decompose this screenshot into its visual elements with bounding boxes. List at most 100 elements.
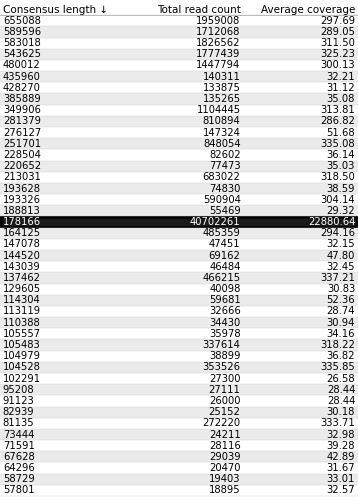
Text: 590904: 590904 bbox=[203, 194, 241, 204]
Bar bbox=[0, 71, 358, 83]
Text: 848054: 848054 bbox=[203, 139, 241, 149]
Text: 133875: 133875 bbox=[203, 83, 241, 93]
Text: 1104445: 1104445 bbox=[197, 105, 241, 115]
Text: 228504: 228504 bbox=[3, 150, 41, 160]
Bar bbox=[0, 4, 358, 15]
Text: 286.82: 286.82 bbox=[320, 116, 355, 126]
Text: 1777439: 1777439 bbox=[196, 50, 241, 59]
Bar bbox=[0, 294, 358, 306]
Text: 113119: 113119 bbox=[3, 306, 41, 316]
Text: 52.36: 52.36 bbox=[326, 296, 355, 306]
Text: 193628: 193628 bbox=[3, 184, 41, 194]
Text: 104528: 104528 bbox=[3, 362, 41, 372]
Text: 35978: 35978 bbox=[209, 329, 241, 339]
Bar bbox=[0, 474, 358, 485]
Text: 480012: 480012 bbox=[3, 60, 40, 70]
Text: 55469: 55469 bbox=[209, 206, 241, 216]
Bar bbox=[0, 15, 358, 26]
Text: 325.23: 325.23 bbox=[320, 50, 355, 59]
Text: 35.08: 35.08 bbox=[327, 94, 355, 104]
Text: 144520: 144520 bbox=[3, 250, 41, 260]
Bar bbox=[0, 160, 358, 172]
Text: 289.05: 289.05 bbox=[320, 27, 355, 37]
Bar bbox=[0, 384, 358, 396]
Text: 39.28: 39.28 bbox=[326, 440, 355, 450]
Bar bbox=[0, 127, 358, 138]
Text: 251701: 251701 bbox=[3, 139, 41, 149]
Text: 24211: 24211 bbox=[209, 430, 241, 440]
Text: 129605: 129605 bbox=[3, 284, 41, 294]
Bar bbox=[0, 150, 358, 160]
Text: 30.83: 30.83 bbox=[327, 284, 355, 294]
Text: 27300: 27300 bbox=[209, 374, 241, 384]
Text: 19403: 19403 bbox=[209, 474, 241, 484]
Text: 281379: 281379 bbox=[3, 116, 41, 126]
Text: 26.58: 26.58 bbox=[326, 374, 355, 384]
Text: Average coverage: Average coverage bbox=[261, 4, 355, 15]
Text: 59681: 59681 bbox=[209, 296, 241, 306]
Text: 105557: 105557 bbox=[3, 329, 41, 339]
Text: 333.71: 333.71 bbox=[320, 418, 355, 428]
Text: 297.69: 297.69 bbox=[320, 16, 355, 26]
Text: 313.81: 313.81 bbox=[320, 105, 355, 115]
Bar bbox=[0, 138, 358, 149]
Bar bbox=[0, 48, 358, 60]
Text: 29.32: 29.32 bbox=[326, 206, 355, 216]
Text: 64296: 64296 bbox=[3, 463, 35, 473]
Text: 28116: 28116 bbox=[209, 440, 241, 450]
Bar bbox=[0, 350, 358, 362]
Text: 31.67: 31.67 bbox=[326, 463, 355, 473]
Text: 385889: 385889 bbox=[3, 94, 40, 104]
Bar bbox=[0, 194, 358, 205]
Bar bbox=[1, 217, 357, 227]
Bar bbox=[0, 60, 358, 71]
Text: 34.16: 34.16 bbox=[326, 329, 355, 339]
Text: 114304: 114304 bbox=[3, 296, 40, 306]
Text: 29039: 29039 bbox=[209, 452, 241, 462]
Text: 40098: 40098 bbox=[209, 284, 241, 294]
Text: 188813: 188813 bbox=[3, 206, 40, 216]
Bar bbox=[0, 261, 358, 272]
Text: 1826562: 1826562 bbox=[196, 38, 241, 48]
Bar bbox=[0, 362, 358, 373]
Bar bbox=[0, 485, 358, 496]
Text: 69162: 69162 bbox=[209, 250, 241, 260]
Bar bbox=[0, 462, 358, 473]
Text: 318.50: 318.50 bbox=[320, 172, 355, 182]
Text: 30.18: 30.18 bbox=[327, 407, 355, 417]
Text: 28.74: 28.74 bbox=[326, 306, 355, 316]
Bar bbox=[0, 328, 358, 340]
Text: 27111: 27111 bbox=[209, 385, 241, 395]
Text: 31.12: 31.12 bbox=[326, 83, 355, 93]
Text: 335.08: 335.08 bbox=[320, 139, 355, 149]
Text: 337.21: 337.21 bbox=[320, 273, 355, 283]
Text: 18895: 18895 bbox=[209, 486, 241, 496]
Bar bbox=[0, 452, 358, 462]
Text: 77473: 77473 bbox=[209, 161, 241, 171]
Bar bbox=[0, 406, 358, 418]
Text: 485359: 485359 bbox=[203, 228, 241, 238]
Text: 193326: 193326 bbox=[3, 194, 41, 204]
Text: 38.59: 38.59 bbox=[326, 184, 355, 194]
Text: 178166: 178166 bbox=[3, 217, 41, 227]
Text: 428270: 428270 bbox=[3, 83, 41, 93]
Text: 46484: 46484 bbox=[209, 262, 241, 272]
Text: 36.82: 36.82 bbox=[326, 351, 355, 361]
Text: 294.16: 294.16 bbox=[320, 228, 355, 238]
Text: 38899: 38899 bbox=[209, 351, 241, 361]
Text: 147078: 147078 bbox=[3, 240, 41, 250]
Text: 137462: 137462 bbox=[3, 273, 41, 283]
Text: 655088: 655088 bbox=[3, 16, 41, 26]
Text: 213031: 213031 bbox=[3, 172, 41, 182]
Text: 91123: 91123 bbox=[3, 396, 35, 406]
Text: 73444: 73444 bbox=[3, 430, 34, 440]
Text: 42.89: 42.89 bbox=[326, 452, 355, 462]
Text: 47.80: 47.80 bbox=[327, 250, 355, 260]
Text: 35.03: 35.03 bbox=[327, 161, 355, 171]
Bar bbox=[0, 94, 358, 104]
Bar bbox=[0, 216, 358, 228]
Bar bbox=[0, 26, 358, 38]
Text: 26000: 26000 bbox=[209, 396, 241, 406]
Text: 143039: 143039 bbox=[3, 262, 40, 272]
Text: 583018: 583018 bbox=[3, 38, 40, 48]
